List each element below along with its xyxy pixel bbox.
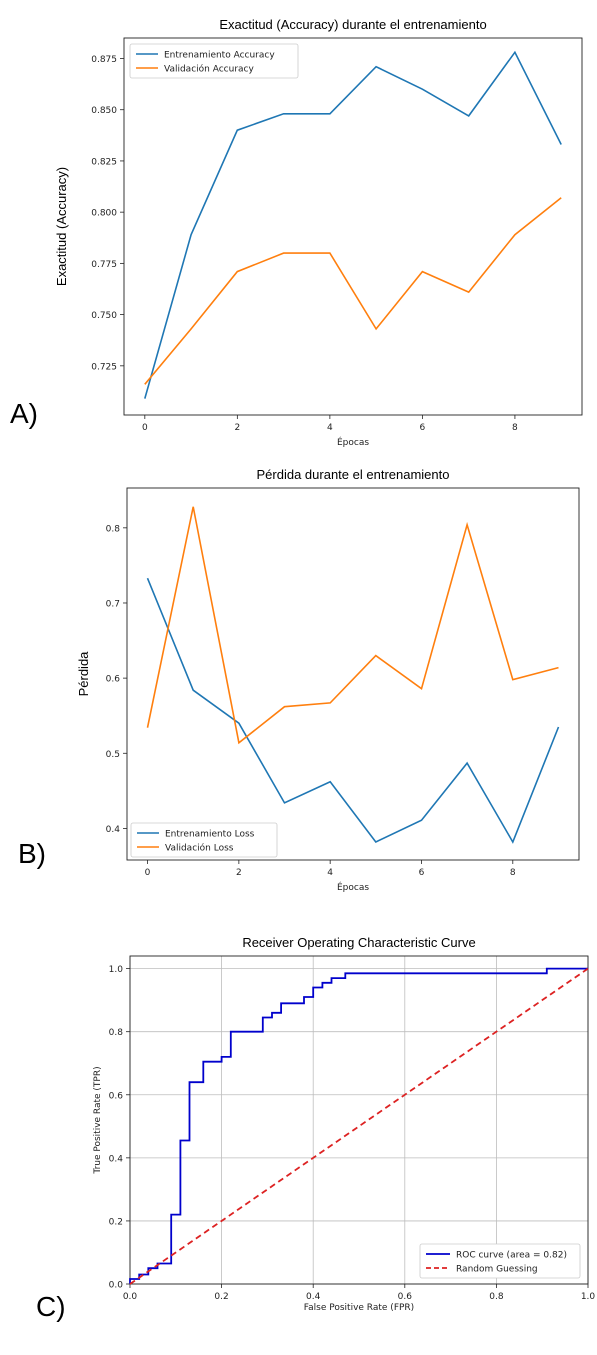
loss-chart: Pérdida durante el entrenamiento 0 2 4 6 8 0.4… [76, 467, 580, 893]
x-tick-label: 8 [512, 423, 518, 433]
y-tick-label: 0.875 [91, 55, 117, 65]
series-line-1 [129, 967, 588, 1284]
series-line-1 [144, 50, 562, 399]
x-tick-label: 0.8 [489, 1292, 504, 1302]
y-tick-label: 0.6 [109, 1091, 124, 1101]
legend-label: Validación Accuracy [164, 64, 254, 75]
chart-title: Receiver Operating Characteristic Curve [242, 935, 475, 950]
legend-label: Entrenamiento Loss [165, 830, 255, 840]
x-axis-label: Épocas [337, 881, 369, 893]
legend-box [129, 43, 299, 79]
y-tick-label: 0.8 [106, 524, 121, 534]
chart-title: Pérdida durante el entrenamiento [257, 467, 450, 482]
y-tick-label: 0.825 [91, 157, 117, 167]
y-tick-label: 0.2 [109, 1217, 123, 1227]
y-tick-label: 0.725 [91, 362, 117, 372]
y-tick-label: 0.8 [109, 1028, 124, 1038]
roc-chart: Receiver Operating Characteristic Curve 0… [93, 935, 596, 1313]
x-tick-label: 0 [145, 868, 151, 878]
x-tick-label: 0 [142, 423, 148, 433]
x-tick-label: 2 [234, 423, 240, 433]
legend-box [419, 1243, 581, 1279]
y-tick-label: 0.4 [106, 825, 121, 835]
x-tick-label: 0.6 [398, 1292, 413, 1302]
y-tick-label: 0.6 [106, 675, 121, 685]
panel-label-c: C) [36, 1291, 66, 1322]
legend-label: Random Guessing [456, 1265, 538, 1275]
x-tick-label: 6 [419, 868, 425, 878]
x-tick-label: 8 [510, 868, 516, 878]
y-axis-label: True Positive Rate (TPR) [93, 1066, 103, 1174]
series-line-2 [146, 506, 559, 745]
plot-frame [123, 37, 583, 416]
plot-frame [129, 955, 589, 1285]
x-tick-label: 4 [327, 423, 333, 433]
accuracy-chart: Exactitud (Accuracy) durante el entrenam… [54, 17, 583, 448]
y-axis-label: Pérdida [76, 651, 91, 697]
legend-label: Validación Loss [165, 843, 234, 854]
y-tick-label: 0.0 [109, 1281, 124, 1291]
x-tick-label: 0.4 [306, 1292, 321, 1302]
x-tick-label: 4 [327, 868, 333, 878]
y-tick-label: 0.4 [109, 1154, 124, 1164]
x-axis-label: Épocas [337, 436, 369, 448]
y-tick-label: 0.5 [106, 750, 120, 760]
panel-label-b: B) [18, 838, 46, 869]
y-tick-label: 0.775 [91, 260, 117, 270]
x-axis-label: False Positive Rate (FPR) [304, 1303, 414, 1313]
y-tick-label: 0.850 [91, 106, 117, 116]
x-tick-label: 1.0 [581, 1292, 596, 1302]
legend-label: ROC curve (area = 0.82) [456, 1251, 567, 1261]
y-axis-label: Exactitud (Accuracy) [54, 167, 69, 286]
y-tick-label: 0.800 [91, 209, 117, 219]
panel-label-a: A) [10, 398, 38, 429]
y-tick-label: 1.0 [109, 965, 124, 975]
x-tick-label: 6 [420, 423, 426, 433]
x-tick-label: 0.2 [214, 1292, 228, 1302]
legend-label: Entrenamiento Accuracy [164, 51, 275, 61]
x-tick-label: 0.0 [123, 1292, 138, 1302]
y-tick-label: 0.7 [106, 599, 120, 609]
series-line-2 [144, 197, 562, 385]
series-line-1 [146, 577, 560, 844]
legend-box [130, 822, 278, 858]
x-tick-label: 2 [236, 868, 242, 878]
plot-frame [126, 487, 580, 861]
series-line-2 [129, 967, 589, 1285]
chart-title: Exactitud (Accuracy) durante el entrenam… [219, 17, 486, 32]
y-tick-label: 0.750 [91, 311, 117, 321]
